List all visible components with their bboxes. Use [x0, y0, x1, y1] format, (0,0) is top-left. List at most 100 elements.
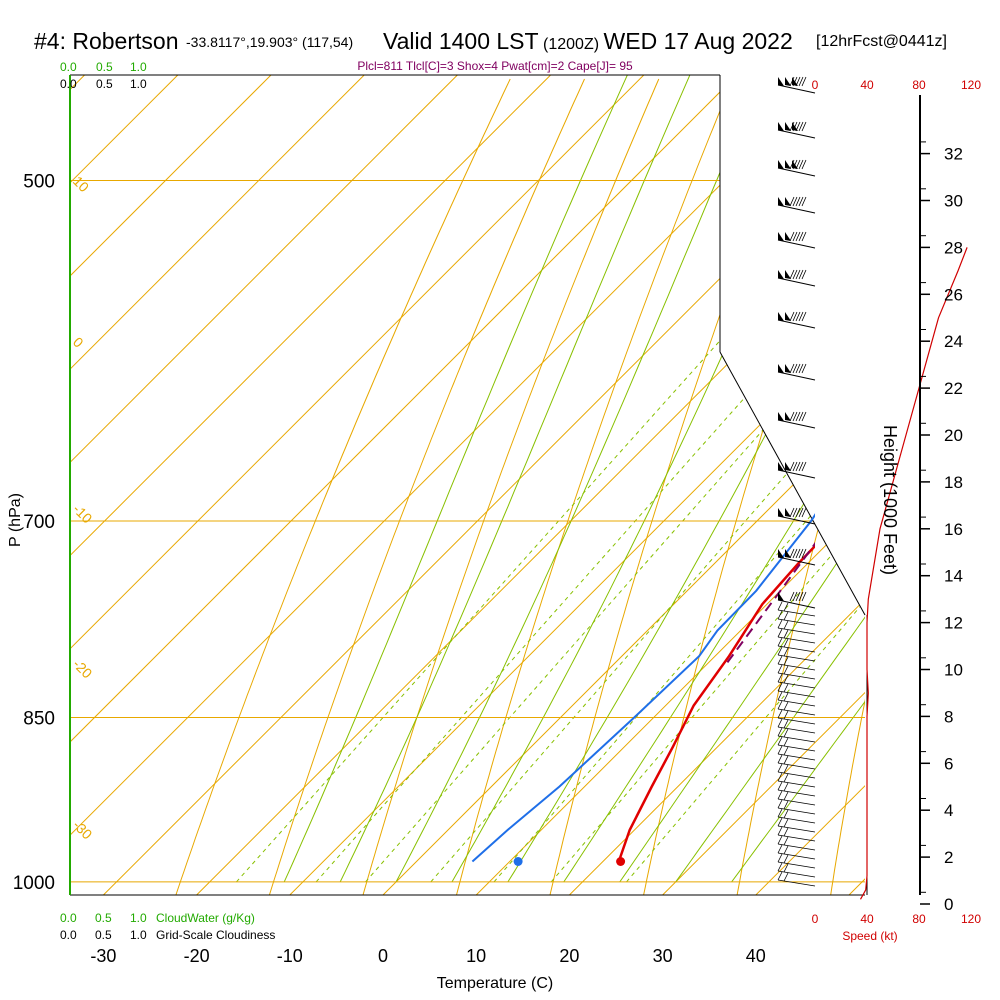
- surface-dewpoint-marker: [513, 857, 523, 866]
- temperature-label: -10: [277, 946, 303, 966]
- wind-barb-feather: [783, 800, 789, 810]
- temperature-label: 30: [653, 946, 673, 966]
- pressure-label: 1000: [13, 873, 55, 894]
- wind-barb-feather: [792, 461, 798, 472]
- wind-barb-staff: [777, 798, 816, 806]
- temperature-label: 20: [559, 946, 579, 966]
- isotherm-line: [70, 75, 179, 895]
- wind-barb-feather: [777, 862, 783, 872]
- wind-barb-feather: [792, 121, 798, 132]
- wind-barb-feather: [795, 311, 801, 322]
- cloud-scale-top: 0.0 0.5 1.0 0.0 0.5 1.0: [60, 60, 147, 91]
- wind-barb-feather: [795, 591, 801, 602]
- wind-barb-staff: [777, 556, 816, 566]
- temperature-label: -30: [90, 946, 116, 966]
- height-label: 2: [944, 848, 953, 867]
- wind-barb-flag: [785, 312, 791, 321]
- wind-barb-feather: [783, 809, 789, 819]
- wind-barb-staff: [777, 870, 816, 878]
- pressure-axis-title: P (hPa): [7, 493, 24, 547]
- wind-barb-feather: [783, 854, 789, 864]
- wind-barb-flag: [785, 270, 791, 279]
- wind-barb-staff: [777, 319, 816, 329]
- wind-speed-curve: [859, 247, 968, 900]
- wind-barb-feather: [783, 629, 789, 639]
- wind-barb-staff: [777, 834, 816, 842]
- wind-barb-feather: [789, 591, 795, 602]
- wind-barb-staff: [777, 419, 816, 429]
- wind-barb-feather: [789, 461, 795, 472]
- station-title: #4: Robertson: [34, 28, 179, 54]
- wind-barb-staff: [777, 645, 816, 653]
- wind-barb-feather: [792, 548, 798, 559]
- wind-barb-feather: [789, 548, 795, 559]
- wind-barb-staff: [777, 699, 816, 707]
- wind-barb-flag: [785, 160, 791, 169]
- wind-barb-feather: [792, 231, 798, 242]
- cloud-top-black-1: 0.5: [96, 77, 113, 91]
- moist-adiabat-line: [675, 75, 865, 883]
- height-label: 26: [944, 285, 963, 304]
- dry-adiabat-line: [268, 78, 585, 895]
- dewpoint-curve: [471, 513, 815, 863]
- wind-barb-feather: [777, 790, 783, 800]
- temperature-label: 0: [378, 946, 388, 966]
- height-label: 32: [944, 145, 963, 164]
- wind-barb-feather: [783, 620, 789, 630]
- wind-barb-feather: [795, 231, 801, 242]
- wind-barb-feather: [798, 231, 804, 242]
- wind-barb-feather: [777, 718, 783, 728]
- wind-barb-staff: [777, 129, 816, 139]
- wind-barb-flag: [778, 270, 784, 279]
- mixing-ratio-line: [626, 75, 865, 883]
- wind-barb-feather: [783, 692, 789, 702]
- wind-barb-feather: [801, 311, 807, 322]
- isotherm-label: 0: [70, 334, 87, 351]
- wind-barb-flag: [785, 508, 791, 517]
- wind-barb-feather: [789, 196, 795, 207]
- valid-time-title: Valid 1400 LST (1200Z) WED 17 Aug 2022: [383, 28, 793, 55]
- wind-barb-feather: [801, 363, 807, 374]
- wind-barb-feather: [783, 728, 789, 738]
- wind-barb-feather: [798, 411, 804, 422]
- wind-barb-staff: [777, 753, 816, 761]
- isotherm-line: [289, 75, 865, 895]
- isotherm-label: -20: [70, 656, 96, 682]
- mixing-ratio-label: 5: [417, 899, 435, 914]
- valid-date: WED 17 Aug 2022: [603, 28, 793, 54]
- height-label: 4: [944, 801, 953, 820]
- wind-barb-feather: [789, 311, 795, 322]
- wind-barb-staff: [777, 717, 816, 725]
- wind-barb-flag: [778, 364, 784, 373]
- wind-barb-feather: [795, 507, 801, 518]
- isotherm-label: 10: [70, 173, 92, 195]
- wind-barb-feather: [783, 746, 789, 756]
- wind-barb-feather: [792, 507, 798, 518]
- wind-barb-flag: [785, 122, 791, 131]
- wind-barb-feather: [777, 619, 783, 629]
- wind-barb-feather: [783, 863, 789, 873]
- moist-adiabat-line: [339, 75, 865, 883]
- moist-adiabat-line: [283, 75, 865, 883]
- pressure-axis-labels: 2503004005007008501000: [13, 171, 55, 894]
- isotherm-line: [70, 75, 272, 895]
- surface-temperature-marker: [616, 857, 626, 866]
- wind-barb-feather: [792, 363, 798, 374]
- wind-barb-feather: [795, 461, 801, 472]
- plot-right-diagonal: [719, 351, 866, 616]
- cloud-bottom-green-1: 0.5: [95, 911, 112, 925]
- height-axis-title: Height (1000 Feet): [880, 425, 900, 575]
- wind-barb-feather: [795, 121, 801, 132]
- moist-adiabat-line: [563, 75, 865, 883]
- wind-barb-feather: [783, 818, 789, 828]
- wind-barb-feather: [783, 647, 789, 657]
- wind-barb-feather: [783, 683, 789, 693]
- wind-barb-flag: [778, 122, 784, 131]
- cloud-bottom-black-2: 1.0: [130, 928, 147, 942]
- height-label: 24: [944, 332, 963, 351]
- moist-adiabat-line: [619, 75, 865, 883]
- wind-barb-feather: [789, 231, 795, 242]
- wind-barb-feather: [777, 682, 783, 692]
- wind-barb-feather: [777, 655, 783, 665]
